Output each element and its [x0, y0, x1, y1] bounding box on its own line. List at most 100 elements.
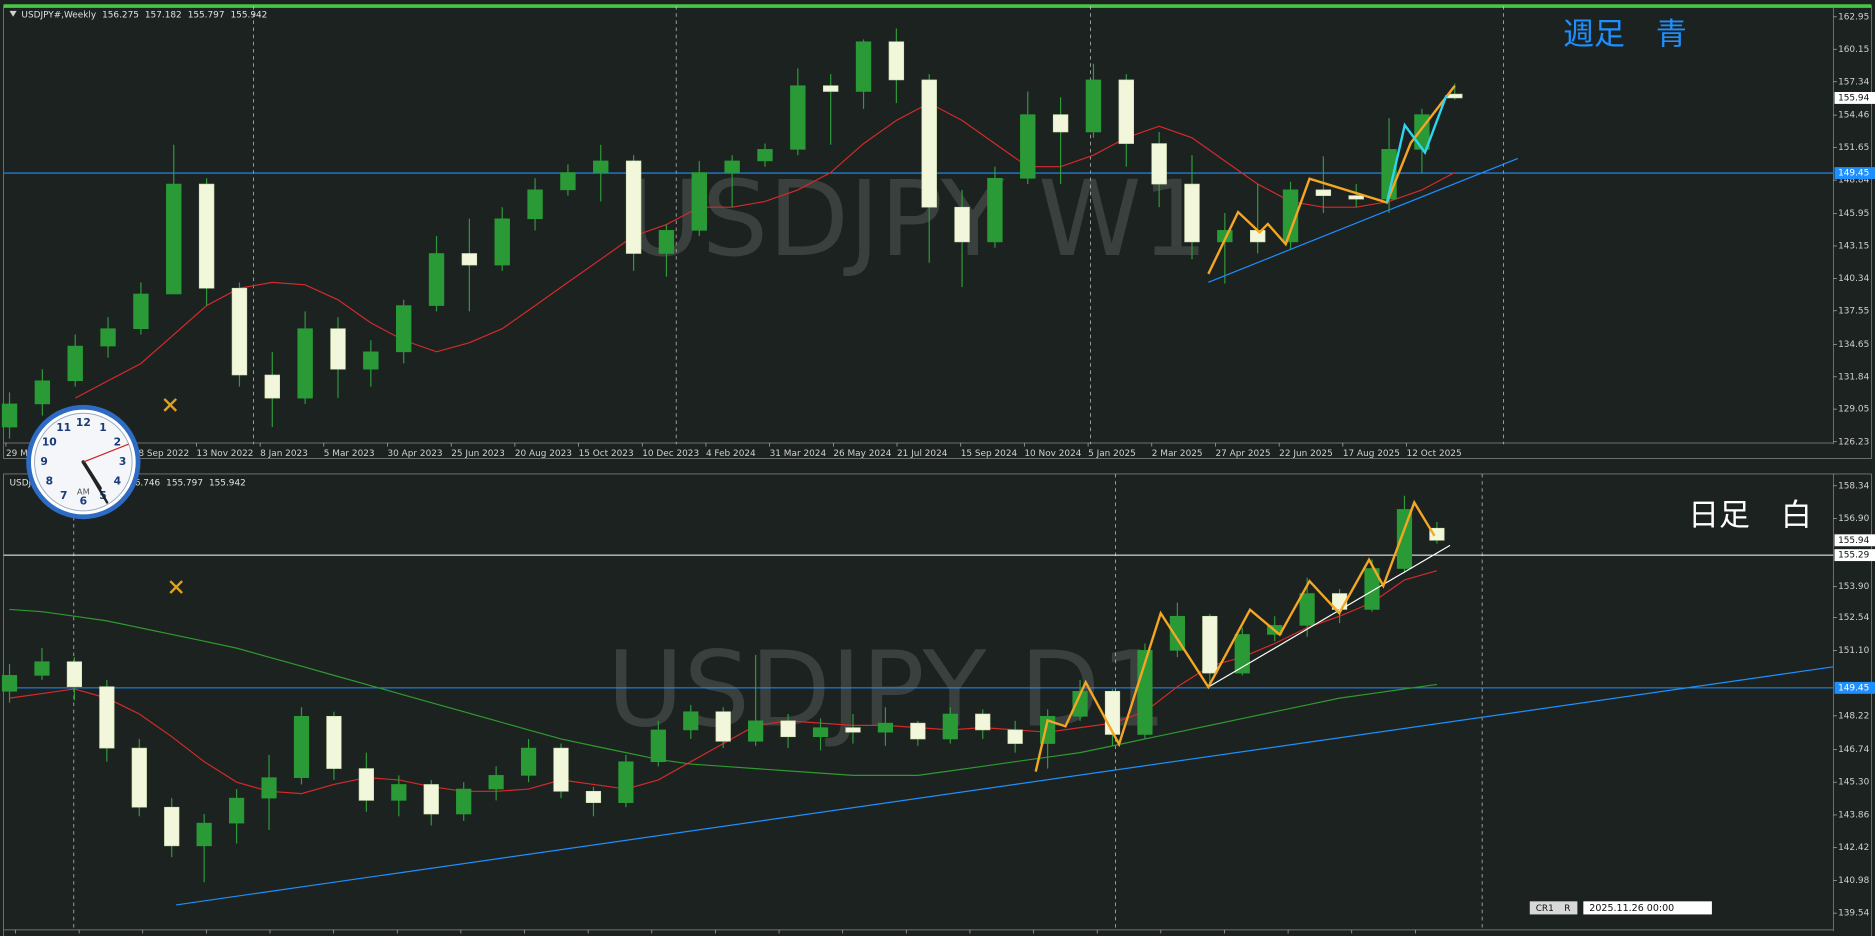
drawn-line [1207, 85, 1456, 275]
candle-body [196, 822, 212, 847]
line-price-label: 149.45 [1838, 683, 1869, 693]
y-tick-label: 142.42 [1838, 843, 1869, 853]
header-low: 155.797 [166, 478, 203, 488]
candle-body [1447, 93, 1463, 99]
header-close: 155.942 [209, 478, 246, 488]
clock-numeral: 1 [99, 421, 106, 434]
y-tick-label: 137.55 [1838, 306, 1869, 316]
candle-body [100, 328, 116, 347]
line-price-label: 149.45 [1838, 169, 1869, 179]
candle-body [198, 183, 215, 289]
candle-body [658, 230, 675, 254]
x-tick-label: 21 Jul 2024 [897, 449, 948, 459]
status-profile: CR1 [1536, 904, 1554, 914]
clock-minute-hand [82, 460, 109, 504]
candle-body [845, 727, 861, 733]
clock-numeral: 11 [56, 421, 71, 434]
x-tick-label: 10 Dec 2023 [642, 449, 699, 459]
candle-body [650, 729, 666, 763]
y-tick-label: 140.34 [1838, 274, 1869, 284]
candle-body [423, 784, 439, 815]
line-price-box [1834, 167, 1875, 180]
clock-label: AM [77, 486, 90, 496]
current-price-label: 155.94 [1838, 536, 1869, 546]
candle-body [494, 218, 510, 266]
clock-numeral: 8 [46, 475, 53, 488]
clock-numeral: 4 [114, 475, 121, 488]
x-tick-label: 22 Jun 2025 [1279, 449, 1333, 459]
candle-body [585, 790, 602, 803]
clock-numeral: 9 [40, 455, 47, 468]
candle-body [1, 675, 18, 692]
x-tick-label: 27 Apr 2025 [1215, 449, 1270, 459]
candle-body [527, 189, 543, 220]
clock-second-hand [83, 443, 129, 463]
candle-body [942, 713, 958, 740]
y-tick-label: 154.46 [1838, 111, 1869, 121]
x-tick-label: 10 Nov 2024 [1024, 449, 1081, 459]
clock-numeral: 7 [60, 489, 67, 502]
x-tick-label: 31 Mar 2024 [770, 449, 827, 459]
tool-icon [169, 580, 183, 594]
candle-body [975, 713, 991, 731]
header-symbol: USDJPY#,Weekly [21, 10, 96, 20]
line-price-box [1834, 681, 1875, 694]
line-price-box [1834, 549, 1875, 562]
y-tick-label: 134.65 [1838, 340, 1869, 350]
clock-numeral: 12 [76, 416, 91, 429]
candle-body [812, 727, 829, 738]
candle-body [229, 797, 245, 824]
header-high: 157.182 [145, 10, 182, 20]
y-tick-label: 143.86 [1838, 810, 1869, 820]
y-tick-label: 151.10 [1838, 646, 1869, 656]
candle-body [66, 661, 83, 688]
y-tick-label: 146.74 [1838, 745, 1869, 755]
candle-body [748, 720, 764, 742]
candle-body [954, 206, 970, 243]
candle-body [1, 403, 18, 428]
candle-body [131, 747, 147, 808]
candle-body [1085, 79, 1102, 133]
y-tick-label: 145.30 [1838, 778, 1869, 788]
y-tick-label: 160.15 [1838, 45, 1869, 55]
moving-average [74, 102, 1456, 399]
candle-body [1118, 79, 1134, 144]
candle-body [1234, 634, 1250, 674]
y-tick-label: 148.22 [1838, 711, 1869, 721]
annotation: 週足 青 [1563, 16, 1687, 52]
header-open: 156.275 [102, 10, 139, 20]
header-high: 156.746 [123, 478, 160, 488]
candle-body [691, 172, 707, 231]
candle-body [1299, 593, 1315, 626]
current-price-box [1834, 91, 1875, 104]
tool-icon [163, 398, 178, 412]
candle-body [520, 747, 537, 776]
y-tick-label: 152.54 [1838, 613, 1869, 623]
y-tick-label: 153.90 [1838, 582, 1869, 592]
y-tick-label: 156.90 [1838, 514, 1869, 524]
clock-numeral: 10 [42, 435, 57, 448]
y-tick-label: 151.65 [1838, 143, 1869, 153]
candle-body [683, 711, 699, 731]
candle-body [987, 177, 1003, 243]
candle-body [715, 711, 731, 742]
panel-frame [3, 5, 1872, 459]
menu-triangle [9, 10, 17, 17]
candle-body [34, 661, 50, 676]
x-tick-label: 13 Nov 2022 [196, 449, 253, 459]
y-tick-label: 162.95 [1838, 12, 1869, 22]
candle-body [1184, 183, 1200, 243]
y-tick-label: 145.95 [1838, 209, 1869, 219]
drawn-line [176, 666, 1834, 906]
candle-body [133, 293, 149, 330]
candle-body [330, 328, 346, 370]
candle-body [326, 715, 342, 769]
candle-body [99, 686, 115, 749]
candle-body [166, 183, 182, 295]
x-tick-label: 25 Jun 2023 [451, 449, 505, 459]
x-tick-label: 26 May 2024 [833, 449, 891, 459]
candle-body [261, 777, 277, 799]
y-tick-label: 148.84 [1838, 176, 1869, 186]
status-box [1529, 901, 1578, 915]
